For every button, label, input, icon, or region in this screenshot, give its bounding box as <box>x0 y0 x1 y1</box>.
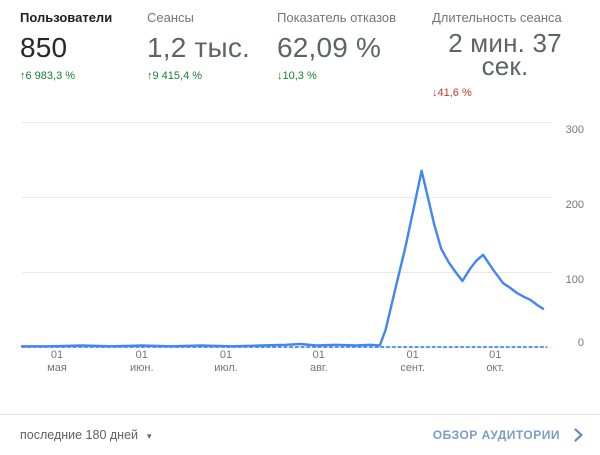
tick-day: 01 <box>135 349 148 361</box>
metric-cards-row: Пользователи 850 ↑6 983,3 % Сеансы 1,2 т… <box>0 0 600 108</box>
metric-value-bounce-rate: 62,09 % <box>277 32 382 63</box>
metric-label-sessions: Сеансы <box>147 10 194 25</box>
up-arrow-icon: ↑ <box>20 70 26 82</box>
chevron-down-icon: ▾ <box>147 430 152 441</box>
delta-text: 6 983,3 % <box>25 70 76 82</box>
x-axis-tick-jul: 01 июл. <box>204 349 248 375</box>
tick-day: 01 <box>489 349 502 361</box>
y-axis-tick-100: 100 <box>565 274 584 286</box>
audience-overview-link[interactable]: ОБЗОР АУДИТОРИИ <box>433 427 584 443</box>
metric-value-users: 850 <box>20 32 68 63</box>
gridline-300 <box>22 122 552 123</box>
metric-delta-sessions: ↑9 415,4 % <box>147 70 250 82</box>
metric-card-bounce-rate[interactable]: Показатель отказов 62,09 % ↓10,3 % <box>277 10 396 82</box>
delta-text: 9 415,4 % <box>152 70 203 82</box>
metric-value-session-duration: 2 мин. 37 сек. <box>448 28 562 81</box>
chevron-right-icon <box>574 428 583 442</box>
down-arrow-icon: ↓ <box>432 87 438 99</box>
metric-value-sessions: 1,2 тыс. <box>147 32 251 63</box>
x-axis-tick-jun: 01 июн. <box>120 349 164 375</box>
up-arrow-icon: ↑ <box>147 70 153 82</box>
y-axis-tick-0: 0 <box>577 337 584 349</box>
x-axis-tick-aug: 01 авг. <box>297 349 341 375</box>
metric-card-users[interactable]: Пользователи 850 ↑6 983,3 % <box>20 10 112 82</box>
y-axis-tick-300: 300 <box>565 124 584 136</box>
tick-month: мая <box>47 362 67 374</box>
metric-label-bounce-rate: Показатель отказов <box>277 10 397 25</box>
metric-card-sessions[interactable]: Сеансы 1,2 тыс. ↑9 415,4 % <box>147 10 250 82</box>
tick-month: окт. <box>486 362 505 374</box>
gridline-100 <box>22 272 552 273</box>
delta-text: 10,3 % <box>282 70 317 82</box>
chart-lines <box>20 169 548 348</box>
date-range-label: последние 180 дней <box>20 428 139 442</box>
gridline-200 <box>22 197 552 198</box>
tick-month: сент. <box>400 362 425 374</box>
tick-day: 01 <box>50 349 64 361</box>
metric-label-session-duration: Длительность сеанса <box>432 10 562 25</box>
users-line-chart: 300 200 100 0 01 мая 01 июн. 01 июл. 01 … <box>0 108 600 415</box>
tick-month: авг. <box>309 362 328 374</box>
footer-bar: последние 180 дней ▾ ОБЗОР АУДИТОРИИ <box>0 414 600 455</box>
delta-text: 41,6 % <box>437 87 472 99</box>
audience-overview-label: ОБЗОР АУДИТОРИИ <box>432 428 560 442</box>
metric-label-users: Пользователи <box>20 10 113 25</box>
x-axis-tick-sep: 01 сент. <box>391 349 435 375</box>
date-range-selector[interactable]: последние 180 дней ▾ <box>20 428 152 442</box>
metric-delta-users: ↑6 983,3 % <box>20 70 112 82</box>
tick-month: июл. <box>214 362 238 374</box>
metric-delta-bounce-rate: ↓10,3 % <box>277 70 396 82</box>
tick-day: 01 <box>312 349 325 361</box>
tick-day: 01 <box>219 349 233 361</box>
x-axis-tick-oct: 01 окт. <box>473 349 517 375</box>
down-arrow-icon: ↓ <box>277 70 283 82</box>
y-axis-tick-200: 200 <box>565 199 584 211</box>
tick-day: 01 <box>406 349 419 361</box>
tick-month: июн. <box>130 362 154 374</box>
x-axis-tick-may: 01 мая <box>35 349 79 375</box>
metric-card-session-duration[interactable]: Длительность сеанса 2 мин. 37 сек. ↓41,6… <box>432 10 578 99</box>
metric-delta-session-duration: ↓41,6 % <box>432 87 578 99</box>
